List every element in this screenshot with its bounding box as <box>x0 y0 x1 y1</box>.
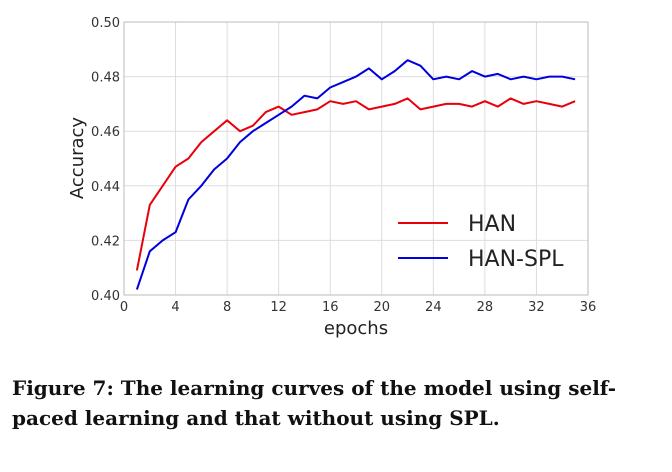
x-tick-label: 16 <box>322 300 339 315</box>
y-tick-labels: 0.40 0.42 0.44 0.46 0.48 0.50 <box>91 16 120 304</box>
series-line-han <box>135 97 576 271</box>
legend-label: HAN <box>468 212 516 237</box>
series-lines <box>135 59 576 290</box>
x-axis-label: epochs <box>324 318 388 339</box>
legend-label: HAN-SPL <box>468 247 564 272</box>
y-tick-label: 0.44 <box>91 180 120 195</box>
x-tick-label: 4 <box>171 300 179 315</box>
line-chart: 0 4 8 12 16 20 24 28 32 36 0.400.420.440.460.480.… <box>67 16 596 339</box>
x-tick-label: 36 <box>580 300 597 315</box>
figure-caption: Figure 7: The learning curves of the mod… <box>12 376 616 430</box>
x-tick-labels: 0 4 8 12 16 20 24 28 32 36 <box>120 300 596 315</box>
series-line-han-spl <box>135 59 576 290</box>
y-tick-label: 0.42 <box>91 234 120 249</box>
y-tick-label: 0.40 <box>91 289 120 304</box>
x-tick-label: 32 <box>528 300 545 315</box>
y-tick-label: 0.50 <box>91 16 120 31</box>
y-tick-label: 0.48 <box>91 71 120 86</box>
x-tick-label: 28 <box>477 300 494 315</box>
y-tick-label: 0.46 <box>91 125 120 140</box>
x-tick-label: 20 <box>374 300 391 315</box>
plot-frame <box>123 21 589 296</box>
x-tick-label: 0 <box>120 300 128 315</box>
x-tick-label: 12 <box>270 300 287 315</box>
legend: HAN HAN-SPL <box>398 212 564 272</box>
x-tick-label: 24 <box>425 300 442 315</box>
x-tick-label: 8 <box>223 300 231 315</box>
y-axis-label: Accuracy <box>67 117 88 200</box>
